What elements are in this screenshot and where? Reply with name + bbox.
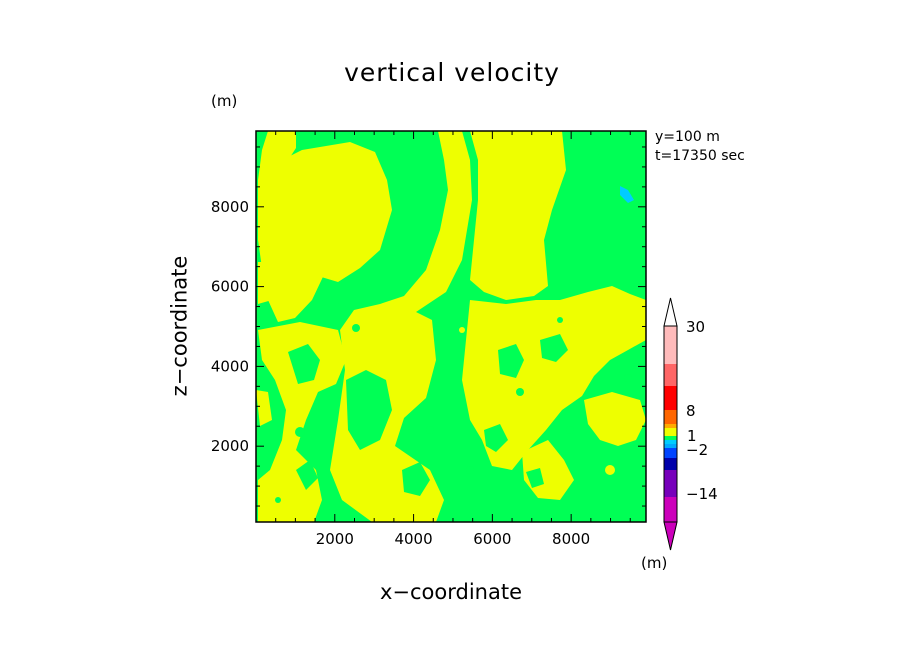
y-tick-label: 4000: [211, 357, 249, 375]
contour-region: [540, 334, 568, 362]
y-axis-unit: (m): [211, 92, 238, 110]
contour-region: [288, 344, 320, 384]
contour-spot: [517, 327, 523, 333]
contour-region: [346, 370, 392, 450]
contour-spot: [344, 466, 352, 474]
colorbar-band: [664, 428, 677, 436]
contour-region: [258, 322, 346, 522]
contour-spot: [605, 465, 615, 475]
colorbar-tick-label: −14: [686, 485, 718, 503]
x-tick-label: 4000: [394, 530, 432, 548]
colorbar-extend-high: [663, 297, 678, 327]
colorbar-tick-label: 30: [686, 318, 705, 336]
contour-spot: [384, 496, 392, 504]
annotation-y-position: y=100 m: [655, 129, 720, 145]
contour-spot: [557, 317, 563, 323]
contour-region: [484, 424, 508, 452]
colorbar-band: [664, 424, 677, 428]
contour-region: [258, 262, 272, 304]
colorbar-extend-low: [663, 521, 678, 551]
colorbar-band: [664, 448, 677, 458]
colorbar-band: [664, 470, 677, 497]
contour-spot: [398, 326, 406, 334]
contour-spot: [516, 388, 524, 396]
contour-region: [462, 286, 646, 470]
colorbar-band: [664, 364, 677, 386]
colorbar-band: [664, 440, 677, 444]
contour-region: [594, 134, 626, 160]
contour-spot: [624, 374, 632, 382]
contour-region: [470, 131, 566, 300]
contour-field: [256, 131, 646, 522]
colorbar-tick-label: 8: [686, 402, 696, 420]
contour-region: [498, 344, 524, 378]
chart-title: vertical velocity: [344, 58, 560, 87]
contour-region: [620, 186, 634, 203]
contour-region: [526, 468, 544, 488]
colorbar-band: [664, 436, 677, 440]
y-tick-label: 2000: [211, 437, 249, 455]
contour-spot: [502, 407, 508, 413]
y-tick-label: 6000: [211, 278, 249, 296]
contour-region: [296, 460, 318, 490]
contour-spot: [447, 497, 453, 503]
x-tick-label: 8000: [552, 530, 590, 548]
contour-region: [584, 392, 646, 446]
x-tick-label: 6000: [473, 530, 511, 548]
colorbar-tick-label: 1: [687, 427, 697, 445]
y-tick-label: 8000: [211, 198, 249, 216]
y-axis-ticks: 2000 4000 6000 8000: [211, 146, 646, 507]
contour-region: [278, 142, 392, 282]
x-tick-label: 2000: [316, 530, 354, 548]
colorbar-tick-label: −2: [686, 441, 708, 459]
contour-layer: [256, 131, 646, 522]
colorbar-border: [663, 325, 678, 523]
contour-spot: [352, 324, 360, 332]
contour-region: [322, 296, 342, 320]
contour-spot: [613, 297, 619, 303]
contour-spot: [295, 427, 305, 437]
colorbar-unit: (m): [641, 554, 668, 572]
colorbar: 30 8 1−2 −14: [663, 297, 718, 551]
colorbar-band: [664, 444, 677, 448]
contour-spot: [426, 426, 434, 434]
contour-spot: [459, 327, 465, 333]
x-axis-label: x−coordinate: [379, 580, 523, 604]
colorbar-band: [664, 326, 677, 364]
x-axis-ticks: 2000 4000 6000 8000: [275, 131, 631, 548]
contour-spot: [423, 325, 433, 335]
annotation-time: t=17350 sec: [655, 148, 745, 164]
colorbar-band: [664, 458, 677, 470]
contour-spot: [592, 326, 600, 334]
contour-region: [402, 462, 430, 496]
contour-spot: [466, 466, 474, 474]
contour-spot: [275, 497, 281, 503]
colorbar-band: [664, 386, 677, 410]
colorbar-band: [664, 410, 677, 424]
contour-spot: [566, 426, 574, 434]
colorbar-band: [664, 497, 677, 522]
contour-region: [256, 390, 272, 426]
y-axis-label: z−coordinate: [167, 255, 192, 397]
